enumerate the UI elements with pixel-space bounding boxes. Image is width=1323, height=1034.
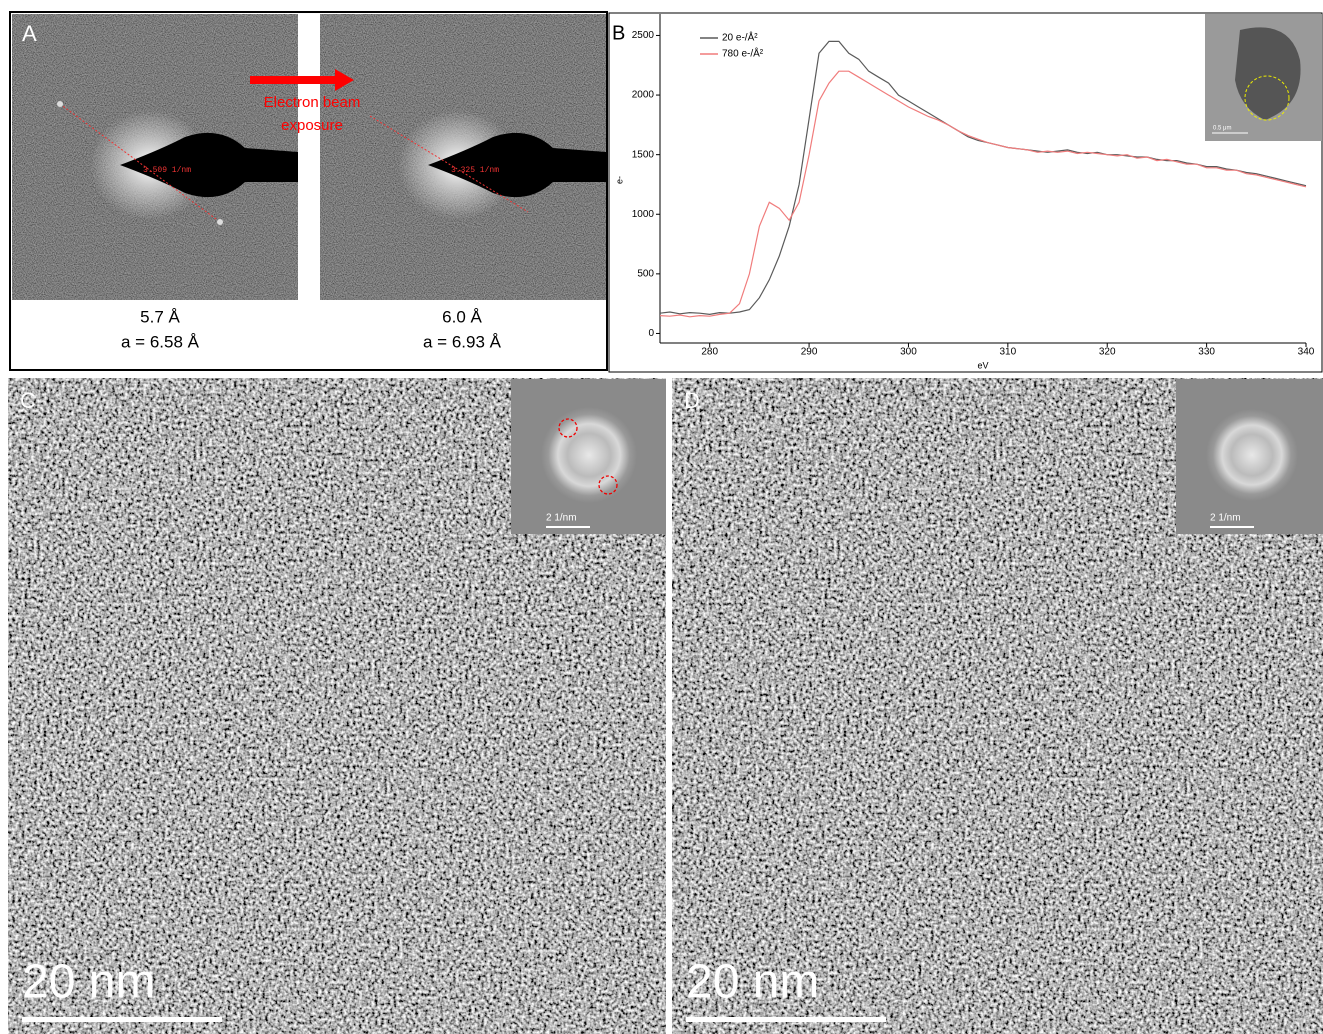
inset-scale: 0.5 μm [1213,126,1231,132]
x-tick-label: 290 [801,347,818,358]
lattice-label: a = 6.58 Å [121,332,200,351]
spacing-label: 6.0 Å [442,307,482,326]
scale-bar [686,1017,886,1022]
measure-label: 3.509 1/nm [143,166,191,175]
y-tick-label: 1000 [632,209,655,220]
y-tick-label: 0 [648,328,654,339]
legend-label: 20 e-/Å² [722,31,758,44]
measure-label: 3.325 1/nm [451,166,499,175]
y-tick-label: 2000 [632,90,655,101]
scale-label: 20 nm [22,956,155,1009]
x-tick-label: 280 [701,347,718,358]
y-tick-label: 1500 [632,149,655,160]
lattice-label: a = 6.93 Å [423,332,502,351]
panel-a: 3.509 1/nm 3.325 1/nm A Electron beam ex… [10,12,607,370]
x-tick-label: 320 [1099,347,1116,358]
panel-label: A [22,21,37,46]
scale-label: 20 nm [686,956,819,1009]
panel-d: D 2 1/nm 20 nm [672,378,1323,1034]
scale-bar [22,1017,222,1022]
panel-label: C [20,388,36,413]
figure: 3.509 1/nm 3.325 1/nm A Electron beam ex… [0,0,1323,1034]
panel-b: B 0.5 μm 280 290 300 310 320 330 340 0 500 1000 15… [609,13,1322,372]
arrow-text: Electron beam [264,94,361,111]
fft-ring [541,407,637,503]
y-tick-label: 500 [637,269,654,280]
x-axis-label: eV [977,360,988,370]
fft-ring [1206,409,1298,501]
inset-scale: 2 1/nm [546,513,577,524]
panel-label: B [612,22,625,44]
x-tick-label: 300 [900,347,917,358]
panel-c: C 2 1/nm 20 nm [8,378,666,1034]
legend-label: 780 e-/Å² [722,47,764,60]
diffraction-spot [217,219,223,225]
spacing-label: 5.7 Å [140,307,180,326]
x-tick-label: 340 [1298,347,1315,358]
inset-scale: 2 1/nm [1210,513,1241,524]
x-tick-label: 330 [1198,347,1215,358]
divider [298,14,320,300]
arrow-text: exposure [281,117,343,134]
x-tick-label: 310 [1000,347,1017,358]
y-axis-label: e- [614,176,624,184]
panel-label: D [684,388,700,413]
y-tick-label: 2500 [632,30,655,41]
diffraction-spot [57,101,63,107]
